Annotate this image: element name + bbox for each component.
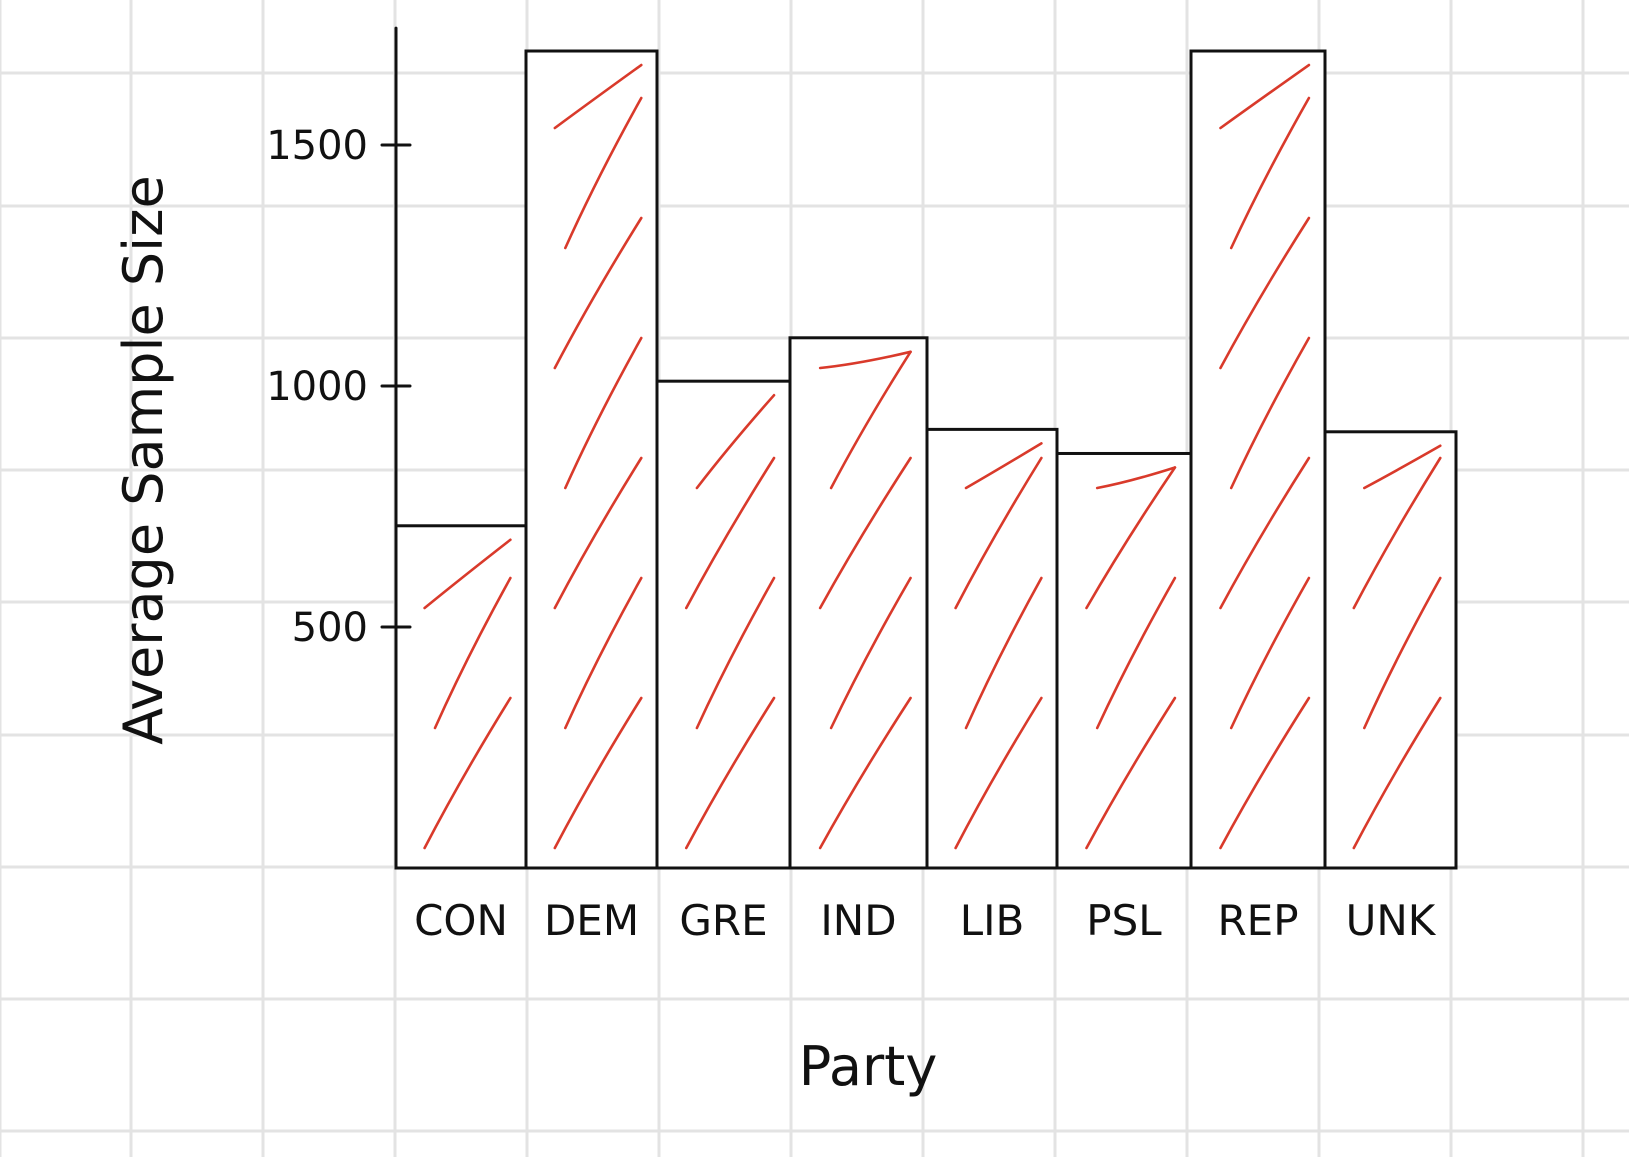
bar-rect-dem bbox=[524, 49, 659, 870]
hatch-stroke bbox=[1095, 466, 1177, 490]
hatch-stroke bbox=[1229, 576, 1311, 730]
hatch-stroke bbox=[818, 696, 912, 850]
bar-psl bbox=[1055, 451, 1193, 870]
bar-rect-lib bbox=[925, 427, 1059, 870]
x-tick-label-lib: LIB bbox=[960, 896, 1025, 945]
hatch-stroke bbox=[818, 350, 912, 370]
hatch-stroke bbox=[564, 96, 643, 250]
x-tick-labels: CON DEM GRE IND LIB PSL REP UNK bbox=[414, 896, 1437, 945]
bar-hatch-dem bbox=[553, 63, 643, 850]
hatch-stroke bbox=[1363, 576, 1442, 730]
hatch-stroke bbox=[954, 696, 1043, 850]
bar-lib bbox=[925, 427, 1059, 870]
hatch-stroke bbox=[829, 576, 912, 730]
hatch-stroke bbox=[423, 696, 512, 850]
x-axis-title: Party bbox=[799, 1035, 938, 1098]
x-tick-label-dem: DEM bbox=[544, 896, 639, 945]
bar-rect-rep bbox=[1189, 49, 1327, 870]
hatch-stroke bbox=[1219, 456, 1311, 610]
hatch-stroke bbox=[1229, 336, 1311, 490]
y-ticks: 500 1000 1500 bbox=[266, 123, 412, 651]
y-tick-label-1500: 1500 bbox=[266, 123, 368, 169]
y-tick-label-500: 500 bbox=[292, 605, 368, 651]
bar-dem bbox=[524, 49, 659, 870]
hatch-stroke bbox=[695, 393, 776, 490]
bar-rep bbox=[1189, 49, 1327, 870]
bar-rect-ind bbox=[788, 336, 929, 870]
hatch-stroke bbox=[695, 576, 776, 730]
hatch-stroke bbox=[1352, 696, 1442, 850]
y-axis-title: Average Sample Size bbox=[112, 175, 175, 744]
bar-ind bbox=[788, 336, 929, 870]
x-tick-label-rep: REP bbox=[1217, 896, 1298, 945]
hatch-stroke bbox=[433, 576, 512, 730]
hatch-stroke bbox=[1219, 63, 1311, 130]
bar-rect-psl bbox=[1055, 451, 1193, 870]
bar-rect-unk bbox=[1323, 430, 1458, 870]
hatch-stroke bbox=[954, 456, 1043, 610]
y-tick-label-1000: 1000 bbox=[266, 364, 368, 410]
bar-hatch-psl bbox=[1085, 466, 1177, 850]
bar-hatch-gre bbox=[684, 393, 776, 850]
hatch-stroke bbox=[1363, 444, 1442, 490]
bars bbox=[394, 49, 1458, 870]
hatch-stroke bbox=[1219, 696, 1311, 850]
hatch-stroke bbox=[564, 576, 643, 730]
hatch-stroke bbox=[1095, 576, 1177, 730]
bar-gre bbox=[655, 379, 792, 870]
hatch-stroke bbox=[553, 696, 643, 850]
hatch-stroke bbox=[1085, 696, 1177, 850]
hatch-stroke bbox=[818, 456, 912, 610]
hatch-stroke bbox=[684, 696, 776, 850]
bar-con bbox=[394, 524, 528, 870]
x-tick-label-psl: PSL bbox=[1086, 896, 1162, 945]
hatch-stroke bbox=[553, 456, 643, 610]
hatch-stroke bbox=[964, 576, 1043, 730]
x-tick-label-unk: UNK bbox=[1346, 896, 1437, 945]
hatch-stroke bbox=[553, 63, 643, 130]
x-tick-label-ind: IND bbox=[820, 896, 896, 945]
hatch-stroke bbox=[964, 442, 1043, 490]
hatch-stroke bbox=[553, 216, 643, 370]
axes bbox=[394, 26, 1458, 870]
bar-unk bbox=[1323, 430, 1458, 870]
bar-hatch-lib bbox=[954, 442, 1043, 850]
bar-hatch-ind bbox=[818, 350, 912, 850]
bar-hatch-unk bbox=[1352, 444, 1442, 850]
hatch-stroke bbox=[564, 336, 643, 490]
x-tick-label-con: CON bbox=[414, 896, 508, 945]
hatch-stroke bbox=[1085, 466, 1177, 610]
bar-hatch-con bbox=[423, 538, 512, 850]
x-tick-label-gre: GRE bbox=[679, 896, 767, 945]
hatch-stroke bbox=[829, 350, 912, 490]
hatch-stroke bbox=[1219, 216, 1311, 370]
hatch-stroke bbox=[1352, 456, 1442, 610]
hatch-stroke bbox=[1229, 96, 1311, 250]
bar-hatch-rep bbox=[1219, 63, 1311, 850]
hatch-stroke bbox=[684, 456, 776, 610]
hatch-stroke bbox=[423, 538, 512, 610]
